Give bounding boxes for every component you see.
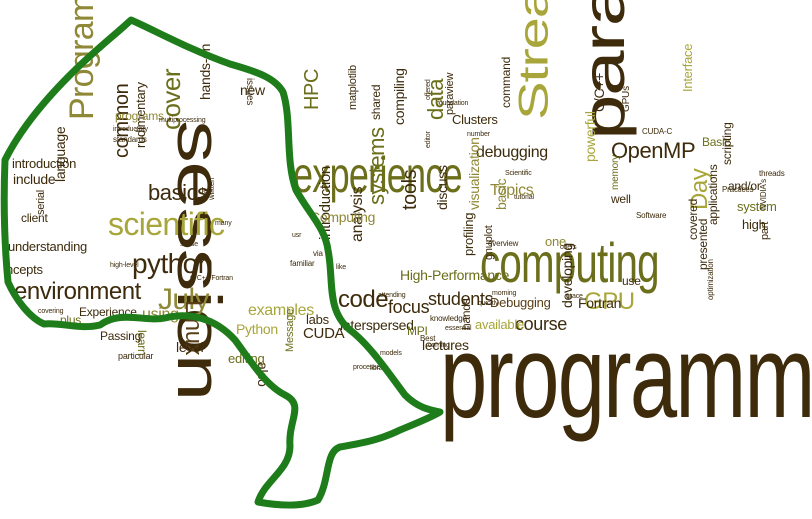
word-concepts: ncepts [6, 262, 43, 277]
word-introductory: introductory [113, 126, 148, 133]
word-use: use [622, 274, 641, 288]
word-attending: attending [378, 292, 406, 299]
word-essential: essential [445, 325, 472, 332]
word-multiprocessing: multiprocessing [159, 117, 206, 124]
word-fortran: Fortran [578, 295, 622, 311]
word-software: Software [636, 211, 667, 220]
word-system: system [737, 199, 777, 214]
word-best: Best [420, 334, 436, 343]
word-basic-cap: Basic [702, 135, 731, 149]
word-high-performance: High-Performance [400, 267, 510, 283]
word-students: students [428, 289, 494, 309]
word-computing: computing [480, 231, 660, 294]
word-level: level [176, 339, 204, 355]
word-code: code [338, 286, 389, 313]
word-focus: focus [388, 297, 430, 317]
word-library: library [370, 365, 389, 372]
word-one: one [545, 234, 566, 249]
word-coming: coming [428, 342, 450, 349]
word-high-level: high-level [110, 262, 139, 269]
word-interspersed: interspersed [340, 317, 414, 333]
word-basics: basics [148, 180, 208, 205]
word-new: new [240, 82, 265, 98]
word-environment: environment [14, 278, 141, 305]
word-gpu: GPU [584, 288, 635, 315]
word-python: python [132, 248, 213, 279]
word-topics: Topics [490, 182, 534, 199]
word-overview: overview [488, 239, 519, 248]
word-cuda-c: CUDA-C [642, 127, 673, 136]
word-foundation: foundation [437, 100, 469, 107]
word-knowledge: knowledge [430, 314, 467, 323]
word-standards: standards [113, 135, 147, 144]
word-python-cap: Python [236, 321, 278, 337]
word-client: client [21, 211, 48, 225]
word-include: include [13, 171, 56, 187]
word-passing: Passing [100, 329, 142, 343]
word-andor: and/or [728, 179, 761, 193]
word-usr: usr [292, 232, 302, 239]
word-debugging: debugging [476, 144, 548, 161]
word-july: July [158, 283, 210, 316]
word-particular: particular [118, 351, 154, 361]
word-introduction: introduction [12, 156, 77, 171]
word-like: like [336, 264, 346, 271]
word-labs: labs [306, 312, 329, 327]
word-clusters: Clusters [452, 112, 498, 127]
word-experience: experience [293, 147, 463, 203]
word-processes: processes [353, 364, 384, 371]
word-debugging-cap: Debugging [490, 295, 551, 310]
word-openmp: OpenMP [611, 138, 696, 163]
word-course: course [515, 314, 567, 334]
word-cpp-fortran: C/C++/Fortran [190, 275, 233, 282]
word-grace: grace [566, 293, 583, 300]
word-sense: sense [180, 241, 198, 248]
word-programs: programs [115, 109, 164, 123]
word-quickly: quickly [478, 300, 499, 307]
word-dep: dep. [199, 186, 214, 195]
word-via: via [313, 249, 323, 258]
word-well: well [611, 192, 631, 206]
word-practices: Practices [722, 185, 754, 194]
word-scientific: scientific [108, 206, 225, 242]
word-lectures: lectures [422, 337, 469, 353]
word-cuda: CUDA [303, 325, 345, 342]
word-models: models [380, 350, 402, 357]
word-understanding: understanding [8, 239, 88, 254]
word-covering: covering [38, 308, 64, 315]
word-familiar: familiar [290, 259, 315, 268]
word-threads: threads [759, 169, 785, 178]
word-many: many [215, 220, 232, 227]
word-high: high [742, 217, 766, 232]
outline-path [0, 16, 444, 509]
word-mpi: MPI [407, 324, 428, 338]
word-scientific-small: Scientific [505, 170, 532, 177]
word-available: available [475, 317, 524, 332]
word-tutorial: tutorial [514, 194, 534, 201]
word-examples: examples [248, 302, 314, 319]
word-offers: offers [560, 244, 577, 251]
word-number: number [467, 131, 490, 138]
word-morning: morning [492, 290, 517, 297]
word-programming-big: programming [440, 311, 812, 443]
word-computing-cap: Computing [310, 209, 376, 225]
